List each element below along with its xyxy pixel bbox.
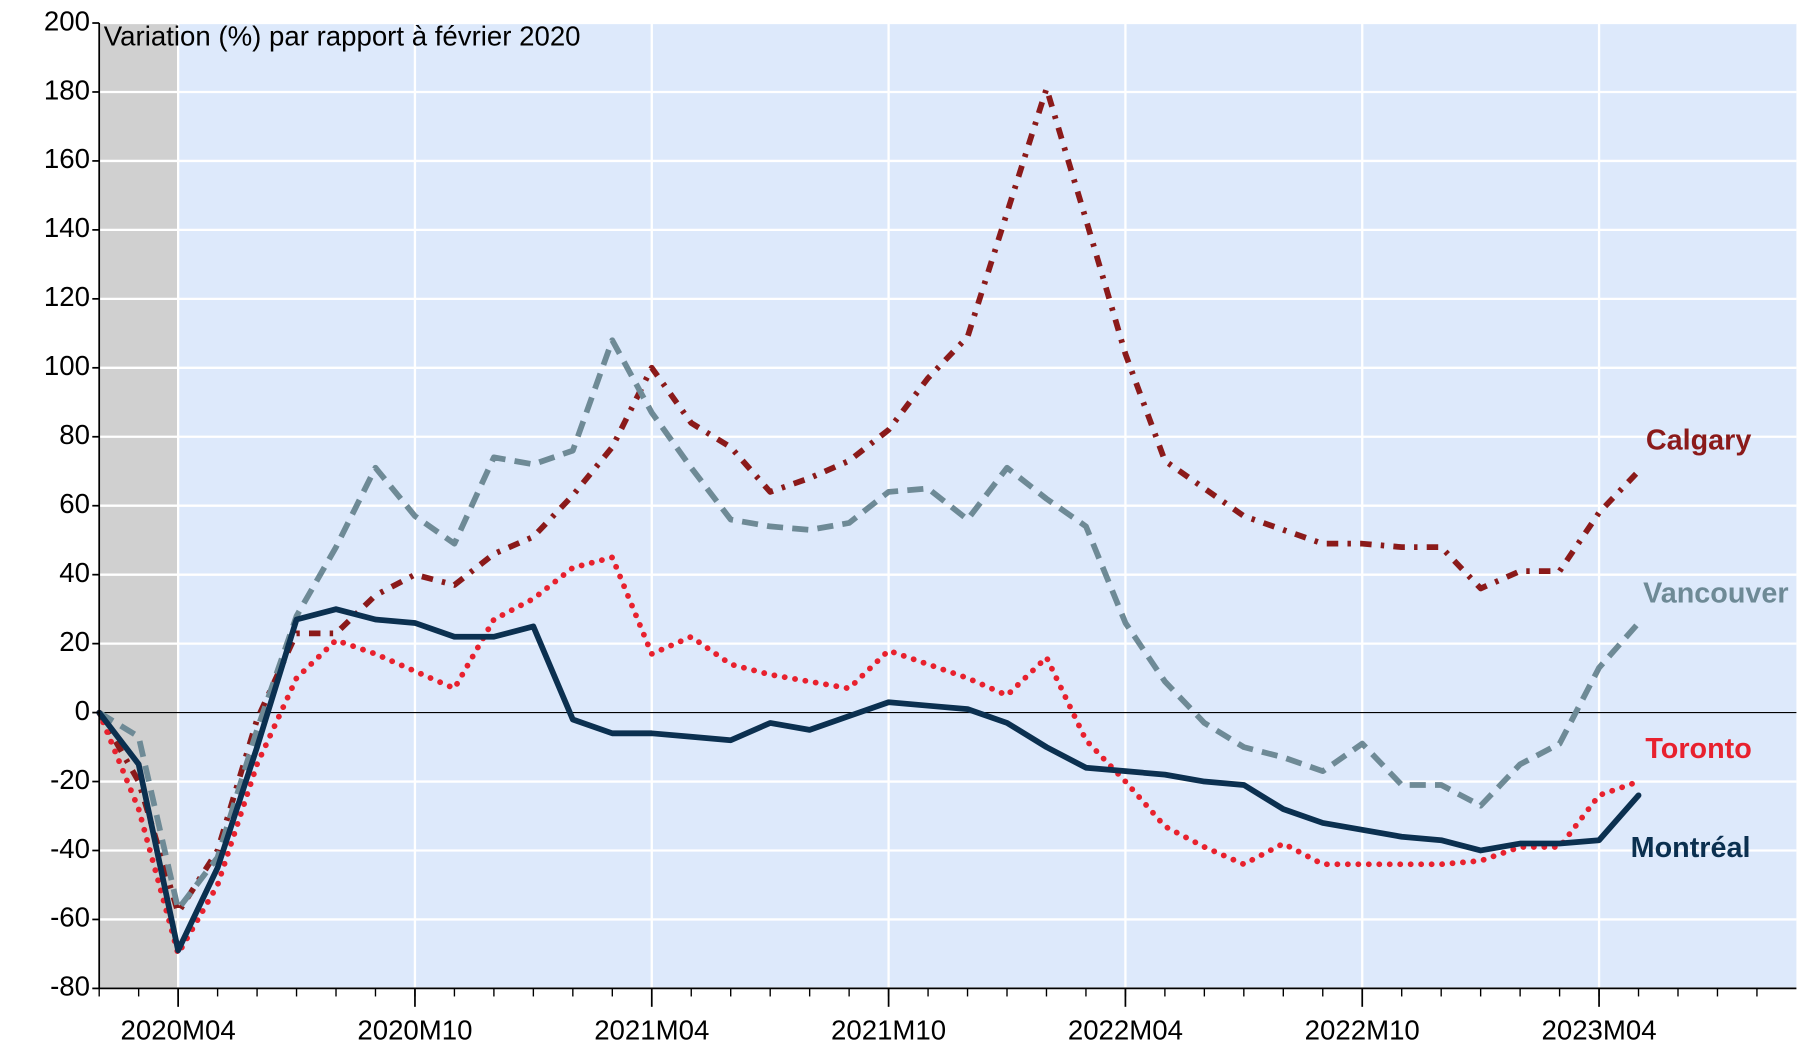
y-tick-label: -40: [50, 833, 90, 864]
x-tick-label: 2021M10: [831, 1014, 946, 1045]
y-tick-label: 60: [59, 488, 90, 519]
y-tick-label: 80: [59, 419, 90, 450]
series-line: [96, 606, 1642, 954]
y-tick-label: -80: [50, 971, 90, 1002]
y-tick-label: -20: [50, 764, 90, 795]
x-tick-label: 2022M04: [1068, 1014, 1183, 1045]
series-label: Toronto: [1645, 733, 1751, 765]
y-tick-label: 180: [44, 74, 90, 105]
y-tick-label: 100: [44, 350, 90, 381]
series-label: Calgary: [1646, 424, 1751, 456]
series-line: [96, 554, 1642, 957]
x-tick-label: 2023M04: [1541, 1014, 1656, 1045]
series-label: Montréal: [1631, 832, 1751, 864]
lines: [96, 85, 1797, 957]
y-tick-label: 140: [44, 212, 90, 243]
y-axis-label: Variation (%) par rapport à février 2020: [104, 20, 581, 51]
x-tick-label: 2020M10: [357, 1014, 472, 1045]
y-tick-label: 120: [44, 281, 90, 312]
y-tick-label: 20: [59, 626, 90, 657]
x-tick-label: 2021M04: [594, 1014, 709, 1045]
series-label: Vancouver: [1643, 577, 1788, 609]
series-line: [97, 337, 1641, 913]
y-tick-label: 40: [59, 557, 90, 588]
x-tick-label: 2022M10: [1305, 1014, 1420, 1045]
x-tick-label: 2020M04: [121, 1014, 236, 1045]
y-tick-label: 200: [44, 5, 90, 36]
y-tick-label: -60: [50, 902, 90, 933]
grid: [99, 21, 1797, 990]
y-tick-label: 0: [75, 695, 90, 726]
y-tick-label: 160: [44, 143, 90, 174]
